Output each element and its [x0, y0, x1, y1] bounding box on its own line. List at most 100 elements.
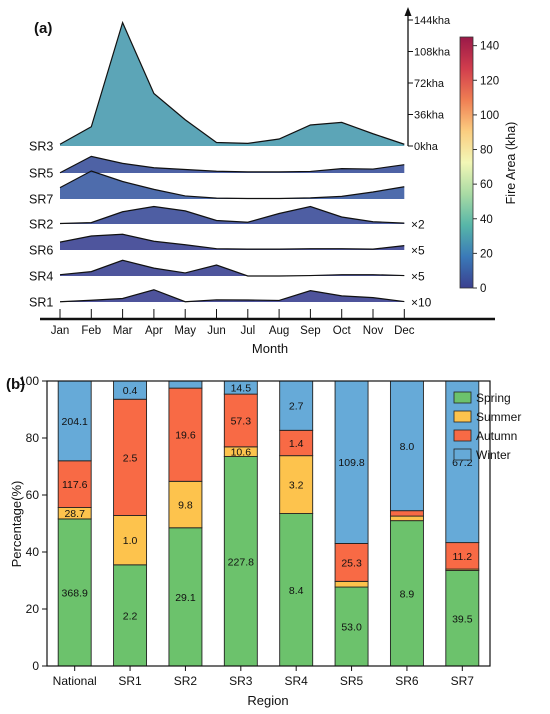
ridge-line-sr6 [59, 233, 405, 250]
ridgeline-plot: SR3 SR5 SR7 SR2 ×2 SR6 ×5 SR4 ×5 SR1 ×10 [29, 20, 432, 310]
ridge-label-sr5: SR5 [29, 167, 53, 181]
ridge-label-sr2: SR2 [29, 218, 53, 232]
month-tick-label: May [174, 325, 196, 337]
x-tick-label: SR2 [174, 674, 198, 688]
month-axis: Jan Feb Mar Apr May Jun Jul Aug Sep Oct Nov Dec [40, 309, 495, 337]
ridge-sr1: SR1 ×10 [29, 289, 432, 310]
ridge-sr6: SR6 ×5 [29, 233, 425, 258]
x-tick-label: SR7 [451, 674, 475, 688]
bar-segment-summer [389, 515, 424, 522]
ridge-area-sr1 [60, 289, 405, 302]
ridge-sr5: SR5 [29, 155, 405, 181]
colorbar-tick-label: 100 [480, 110, 499, 122]
ridge-label-sr1: SR1 [29, 296, 53, 310]
bar-segment-spring [223, 456, 258, 667]
y-tick-label: 80 [26, 431, 40, 445]
fire-area-axis: 0kha 36kha 72kha 108kha 144kha [404, 7, 451, 153]
bar-segment-autumn [279, 429, 314, 457]
bar-value-label: 204.1 [62, 416, 88, 428]
x-tick-label: National [53, 674, 97, 688]
colorbar-tick-label: 120 [480, 75, 499, 87]
x-tick-label: SR6 [395, 674, 419, 688]
month-tick-label: Jun [207, 325, 226, 337]
y-tick-label: 60 [26, 488, 40, 502]
ridge-area-sr6 [60, 234, 405, 250]
bar-value-label: 8.0 [400, 441, 415, 453]
ridge-line-sr2 [59, 205, 405, 225]
bar-value-label: 109.8 [338, 457, 364, 469]
bar-value-label: 2.2 [123, 610, 138, 622]
bar-segment-autumn [223, 393, 258, 448]
bar-stack-sr4: 8.4 3.2 1.4 2.7 [279, 380, 314, 667]
bar-segment-summer [168, 480, 203, 529]
bar-stack-sr7: 39.511.267.2 [445, 380, 480, 667]
x-tick-label: SR4 [285, 674, 309, 688]
month-tick-label: Jan [51, 325, 70, 337]
bar-value-label: 0.4 [123, 385, 138, 397]
month-tick-label: Dec [394, 325, 415, 337]
ridge-label-sr7: SR7 [29, 193, 53, 207]
legend-label-winter: Winter [476, 448, 511, 462]
fire-area-axis-arrow [404, 7, 412, 16]
bar-value-label: 53.0 [341, 622, 362, 634]
y-tick-label: 100 [19, 374, 39, 388]
ridge-area-sr7 [60, 171, 405, 199]
legend-label-summer: Summer [476, 410, 521, 424]
y-axis-title: Percentage(%) [9, 481, 24, 568]
legend-label-spring: Spring [476, 391, 511, 405]
month-tick-label: Sep [300, 325, 320, 337]
colorbar-gradient [459, 36, 474, 289]
colorbar-tick-label: 140 [480, 41, 499, 53]
y-tick-label: 0 [32, 659, 39, 673]
x-tick-label: SR5 [340, 674, 364, 688]
month-tick-label: Oct [333, 325, 352, 337]
legend-swatch-autumn [453, 429, 472, 442]
ridge-area-sr2 [60, 206, 405, 224]
month-tick-label: Mar [113, 325, 133, 337]
bar-value-label: 1.0 [123, 535, 138, 547]
fire-area-tick-label: 72kha [414, 78, 445, 90]
ridge-label-sr6: SR6 [29, 244, 53, 258]
bar-value-label: 8.9 [400, 588, 415, 600]
bar-value-label: 14.5 [231, 383, 252, 395]
bar-segment-winter [334, 380, 369, 544]
ridge-sr7: SR7 [29, 170, 405, 207]
colorbar-title: Fire Area (kha) [504, 122, 518, 205]
bar-segment-autumn [113, 398, 148, 516]
ridge-scale-sr6: ×5 [411, 244, 425, 258]
bar-value-label: 19.6 [175, 430, 196, 442]
bar-stack-sr3: 227.8 10.6 57.3 14.5 [223, 380, 258, 667]
bar-segment-autumn [389, 510, 424, 517]
panel-a-label: (a) [34, 20, 52, 37]
month-tick-label: Jul [240, 325, 255, 337]
bar-stack-sr5: 53.0 25.3 109.8 [334, 380, 369, 667]
bar-segment-summer [279, 455, 314, 514]
month-tick-label: Feb [81, 325, 101, 337]
x-tick-label: SR3 [229, 674, 253, 688]
ridge-line-sr4 [59, 259, 405, 277]
bar-value-label: 10.6 [231, 447, 252, 459]
stacked-bar-chart: 368.9 28.7 117.6 204.1 2.2 1.0 2.5 0.4 29.1 9.8 19… [57, 380, 480, 667]
ridge-line-sr3 [59, 20, 405, 145]
ridge-sr4: SR4 ×5 [29, 259, 425, 284]
colorbar-tick-label: 0 [480, 283, 486, 295]
bar-axes: 0 20 40 60 80 100 National SR1 SR2 SR3 SR4 SR5 SR6 SR… [19, 374, 491, 688]
ridge-scale-sr4: ×5 [411, 270, 425, 284]
x-tick-label: SR1 [118, 674, 142, 688]
bar-segment-autumn [445, 542, 480, 570]
bar-value-label: 368.9 [62, 587, 88, 599]
ridge-area-sr5 [60, 156, 405, 173]
bar-segment-spring [389, 520, 424, 667]
bar-segment-autumn [168, 387, 203, 482]
bar-value-label: 2.5 [123, 452, 138, 464]
bar-value-label: 57.3 [231, 415, 252, 427]
bar-stack-sr6: 8.9 8.0 [389, 380, 424, 667]
bar-segment-winter [168, 380, 203, 389]
x-axis-title: Region [247, 693, 288, 708]
fire-area-tick-label: 108kha [414, 47, 451, 59]
bar-value-label: 3.2 [289, 480, 304, 492]
panel-a: (a) SR3 SR5 SR7 SR2 ×2 SR6 ×5 SR4 ×5 SR1 ×10 0kha 3… [29, 7, 518, 356]
month-tick-label: Apr [145, 325, 163, 337]
ridge-scale-sr1: ×10 [411, 296, 432, 310]
